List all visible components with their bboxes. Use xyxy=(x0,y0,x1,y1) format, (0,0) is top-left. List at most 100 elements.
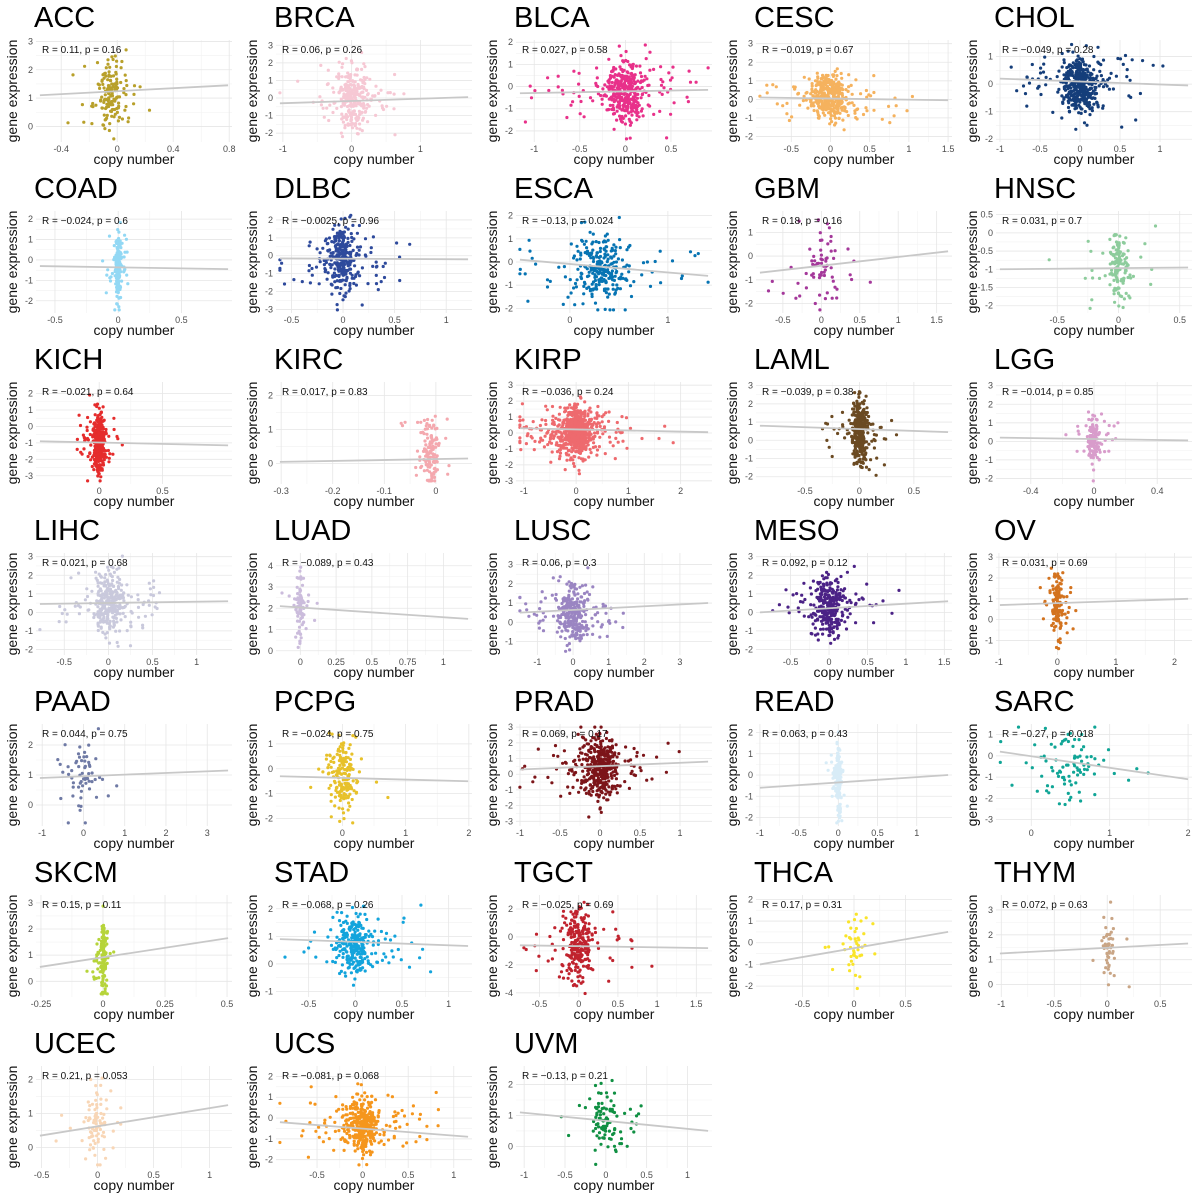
data-point xyxy=(562,430,566,435)
data-point xyxy=(593,275,597,279)
data-point xyxy=(355,231,359,235)
data-point xyxy=(108,587,113,591)
data-point xyxy=(318,260,322,264)
data-point xyxy=(307,263,311,268)
data-points xyxy=(523,43,710,141)
data-point xyxy=(874,473,878,477)
data-point xyxy=(1080,97,1085,102)
data-point xyxy=(825,256,829,260)
data-point xyxy=(431,455,435,459)
data-point xyxy=(345,244,349,248)
data-point xyxy=(627,270,631,274)
x-tick-label: 0 xyxy=(1116,315,1121,325)
data-point xyxy=(118,220,122,225)
data-point xyxy=(569,103,573,107)
data-point xyxy=(422,469,426,473)
data-point xyxy=(862,421,866,425)
data-point xyxy=(1082,63,1086,67)
data-point xyxy=(576,424,580,428)
data-point xyxy=(657,436,661,441)
data-point xyxy=(366,120,370,124)
data-point xyxy=(1122,241,1126,245)
data-point xyxy=(105,609,109,613)
correlation-annotation: R = −0.019, p = 0.67 xyxy=(762,45,854,56)
data-point xyxy=(587,285,591,289)
data-point xyxy=(360,67,364,71)
data-point xyxy=(360,50,364,55)
data-point xyxy=(1067,91,1072,95)
data-point xyxy=(648,104,652,108)
data-point xyxy=(894,104,898,108)
data-point xyxy=(1094,444,1098,449)
data-point xyxy=(337,72,341,76)
data-point xyxy=(119,588,123,592)
data-point xyxy=(107,456,111,460)
data-point xyxy=(1081,68,1086,72)
data-point xyxy=(98,581,102,585)
data-point xyxy=(557,448,562,452)
data-point xyxy=(565,406,569,410)
data-point xyxy=(1161,64,1165,68)
data-point xyxy=(331,227,335,231)
data-point xyxy=(853,391,857,395)
data-point xyxy=(802,94,806,98)
data-point xyxy=(618,65,622,69)
data-point xyxy=(583,282,587,286)
data-point xyxy=(1128,273,1132,277)
y-tick-label: 0 xyxy=(988,79,993,89)
data-point xyxy=(132,102,136,106)
data-point xyxy=(1076,67,1080,71)
data-point xyxy=(825,291,829,295)
data-point xyxy=(366,282,370,286)
data-point xyxy=(113,99,117,103)
data-point xyxy=(1092,102,1096,106)
data-point xyxy=(110,590,114,594)
x-tick-label: 0 xyxy=(1077,144,1082,154)
data-point xyxy=(1025,75,1029,79)
data-point xyxy=(864,106,868,110)
data-point xyxy=(812,254,816,258)
data-point xyxy=(119,618,123,622)
data-point xyxy=(597,240,601,245)
data-point xyxy=(138,85,142,89)
data-point xyxy=(118,577,122,582)
data-point xyxy=(834,84,838,88)
y-tick-label: -1 xyxy=(745,113,753,123)
data-point xyxy=(825,222,829,226)
data-point xyxy=(353,264,357,268)
data-point xyxy=(110,271,114,276)
data-point xyxy=(829,266,833,270)
data-point xyxy=(615,283,619,287)
data-point xyxy=(374,265,378,269)
data-point xyxy=(1086,88,1090,92)
data-point xyxy=(416,420,420,424)
x-tick-label: 1 xyxy=(896,315,901,325)
data-point xyxy=(65,612,69,616)
data-point xyxy=(854,434,858,439)
data-point xyxy=(598,249,602,254)
x-tick-label: 0 xyxy=(116,315,121,325)
data-point xyxy=(339,286,343,291)
data-point xyxy=(63,608,67,612)
data-point xyxy=(850,435,854,439)
data-point xyxy=(90,122,94,126)
data-point xyxy=(1082,449,1086,453)
data-point xyxy=(589,256,593,260)
grid-minor xyxy=(36,382,232,484)
grid-minor xyxy=(36,553,232,655)
data-point xyxy=(598,424,602,428)
data-point xyxy=(90,104,94,108)
data-point xyxy=(555,441,559,445)
data-point xyxy=(1093,88,1097,92)
data-point xyxy=(321,246,325,250)
data-point xyxy=(333,223,337,227)
data-point xyxy=(395,241,399,245)
data-point xyxy=(343,283,347,287)
data-point xyxy=(830,414,834,419)
data-point xyxy=(111,57,115,62)
data-point xyxy=(828,122,832,126)
data-point xyxy=(116,644,120,648)
data-point xyxy=(582,115,586,119)
data-point xyxy=(1139,255,1143,259)
data-point xyxy=(332,90,336,94)
